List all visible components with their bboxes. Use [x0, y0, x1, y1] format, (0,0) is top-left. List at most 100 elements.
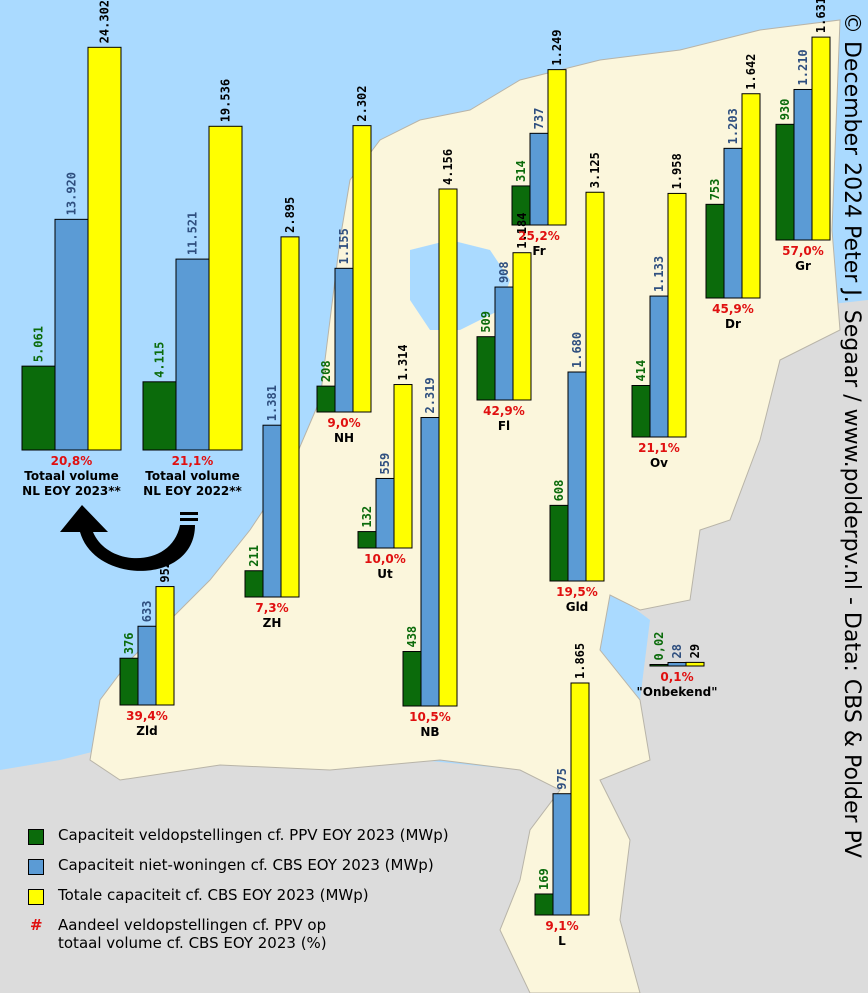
value-label-non-residential: 11.521 [186, 212, 200, 255]
region-label: Zld [136, 724, 157, 738]
region-label: Fr [532, 244, 545, 258]
bar-non-residential [262, 424, 282, 598]
legend-swatch-ground [28, 829, 44, 845]
group-2: 208 1.155 2.302 9,0%NH [316, 86, 372, 445]
region-label: Totaal volume [145, 469, 239, 483]
share-label: 25,2% [518, 229, 560, 243]
legend-item-share: # Aandeel veldopstellingen cf. PPV op to… [28, 916, 528, 960]
region-label: NH [334, 431, 354, 445]
curved-arrow-icon [60, 505, 195, 571]
value-label-non-residential: 633 [140, 601, 154, 623]
value-label-non-residential: 1.133 [652, 256, 666, 292]
value-label-ground: 0,02 [652, 632, 666, 661]
bar-non-residential [529, 132, 549, 226]
share-label: 9,1% [545, 919, 578, 933]
region-label: Gr [795, 259, 811, 273]
share-label: 0,1% [660, 670, 693, 684]
value-label-ground: 4.115 [153, 342, 167, 378]
bar-non-residential [137, 625, 157, 706]
bar-total [87, 46, 122, 451]
bar-total [208, 125, 243, 451]
region-label: Dr [725, 317, 741, 331]
legend-share-marker: # [30, 916, 43, 934]
bar-ground [534, 893, 554, 916]
bar-total [811, 36, 831, 241]
share-label: 39,4% [126, 709, 168, 723]
share-label: 42,9% [483, 404, 525, 418]
bar-ground [316, 385, 336, 413]
value-label-non-residential: 737 [532, 108, 546, 130]
value-label-total: 952 [158, 561, 172, 583]
value-label-ground: 211 [247, 545, 261, 567]
value-label-ground: 509 [479, 311, 493, 333]
value-label-ground: 5.061 [32, 326, 46, 362]
group-10: 438 2.319 4.156 10,5%NB [402, 149, 458, 739]
bar-ground [119, 657, 139, 706]
bar-non-residential [494, 286, 514, 401]
bar-total [512, 252, 532, 401]
share-label: 10,5% [409, 710, 451, 724]
legend-item-total: Totale capaciteit cf. CBS EOY 2023 (MWp) [28, 886, 528, 916]
region-label: Ut [377, 567, 393, 581]
bar-total [667, 192, 687, 438]
value-label-non-residential: 975 [555, 768, 569, 790]
value-label-non-residential: 28 [670, 644, 684, 658]
value-label-total: 19.536 [219, 79, 233, 122]
group-5: 753 1.203 1.642 45,9%Dr [705, 54, 761, 331]
value-label-ground: 376 [122, 633, 136, 655]
value-label-ground: 930 [778, 99, 792, 121]
bar-non-residential [420, 417, 440, 707]
arrow-tail-line-1 [180, 512, 198, 515]
group-12: 376 633 952 39,4%Zld [119, 561, 175, 738]
share-label: 21,1% [638, 441, 680, 455]
ijsselmeer [410, 240, 510, 330]
legend-label-ground: Capaciteit veldopstellingen cf. PPV EOY … [58, 826, 449, 844]
value-label-ground: 414 [634, 360, 648, 382]
group-14: 169 975 1.865 9,1%L [534, 643, 590, 948]
legend-swatch-total [28, 889, 44, 905]
value-label-total: 1.314 [396, 344, 410, 380]
value-label-total: 1.958 [670, 153, 684, 189]
bar-non-residential [54, 218, 89, 451]
region-label: Totaal volume [24, 469, 118, 483]
credit-text-container: © December 2024 Peter J. Segaar / www.po… [838, 12, 866, 982]
value-label-total: 2.895 [283, 197, 297, 233]
group-7: 414 1.133 1.958 21,1%Ov [631, 153, 687, 470]
bar-ground [775, 123, 795, 241]
value-label-ground: 132 [360, 506, 374, 528]
bar-total [155, 586, 175, 706]
bar-total [438, 188, 458, 707]
bar-non-residential [334, 267, 354, 413]
bar-ground [402, 651, 422, 707]
group-3: 314 737 1.249 25,2%Fr [511, 29, 567, 258]
arrow-tail-line-2 [180, 518, 198, 521]
bar-total [352, 125, 372, 413]
value-label-total: 2.302 [355, 86, 369, 122]
bar-non-residential [375, 477, 395, 549]
group-6: 509 908 1.184 42,9%Fl [476, 213, 532, 433]
bar-total [393, 384, 413, 549]
bar-non-residential [723, 147, 743, 299]
bar-ground [357, 531, 377, 549]
value-label-total: 3.125 [588, 152, 602, 188]
bar-ground [21, 365, 56, 451]
value-label-total: 1.249 [550, 29, 564, 65]
share-label: 19,5% [556, 585, 598, 599]
legend-label-non-residential: Capaciteit niet-woningen cf. CBS EOY 202… [58, 856, 434, 874]
bar-non-residential [175, 258, 210, 451]
bar-ground [631, 384, 651, 438]
group-13: 0,02 28 29 0,1%"Onbekend" [637, 632, 718, 699]
bar-non-residential [667, 662, 687, 667]
legend-label-total: Totale capaciteit cf. CBS EOY 2023 (MWp) [58, 886, 369, 904]
bar-ground [244, 570, 264, 598]
share-label: 9,0% [327, 416, 360, 430]
legend-item-non-residential: Capaciteit niet-woningen cf. CBS EOY 202… [28, 856, 528, 886]
value-label-ground: 169 [537, 868, 551, 890]
bar-non-residential [793, 88, 813, 241]
region-label-line2: NL EOY 2022** [143, 484, 242, 498]
region-label: L [558, 934, 566, 948]
legend-swatch-non-residential [28, 859, 44, 875]
